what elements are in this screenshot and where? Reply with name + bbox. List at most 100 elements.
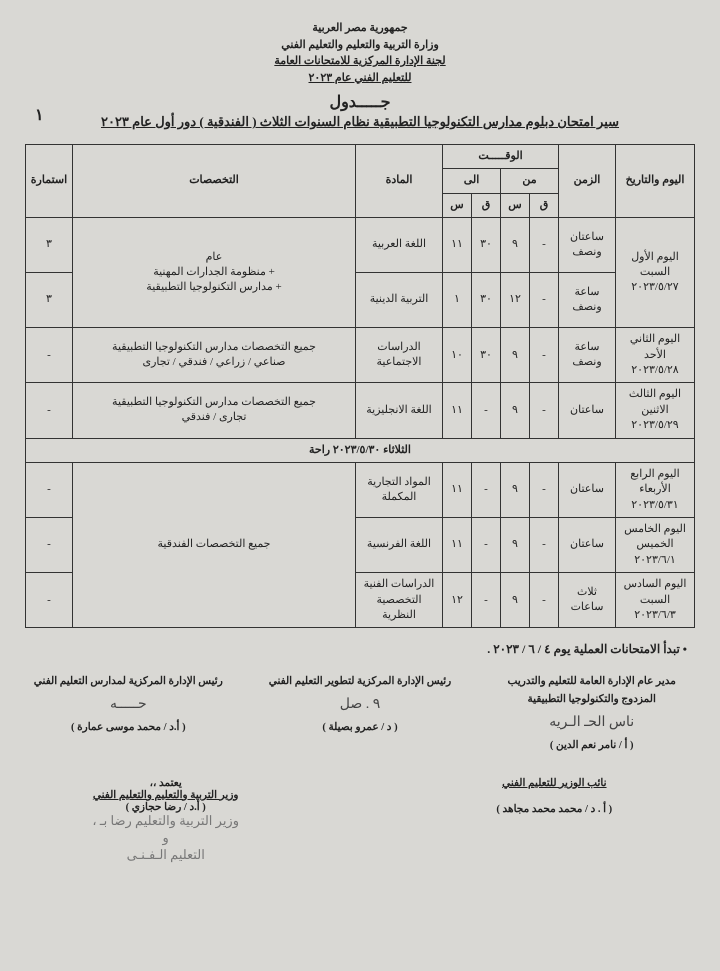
col-to-h: س <box>443 193 472 217</box>
cell-day: اليوم الثالثالاثنين٢٠٢٣/٥/٢٩ <box>616 383 695 438</box>
rest-cell: الثلاثاء ٢٠٢٣/٥/٣٠ راحة <box>26 438 695 462</box>
cell-tm: - <box>472 518 501 573</box>
cell-day: اليوم الثانيالأحد٢٠٢٣/٥/٢٨ <box>616 328 695 383</box>
sig-name: ( د / عمرو بصيلة ) <box>261 719 460 737</box>
signature-block-2: رئيس الإدارة المركزية لتطوير التعليم الف… <box>261 673 460 754</box>
col-time: الوقـــــت <box>443 145 559 169</box>
cell-fm: - <box>530 218 559 273</box>
col-to-m: ق <box>472 193 501 217</box>
practical-note: • تبدأ الامتحانات العملية يوم ٤ / ٦ / ٢٠… <box>33 642 687 657</box>
cell-form: - <box>26 328 73 383</box>
cell-spec: جميع التخصصات مدارس التكنولوجيا التطبيقي… <box>73 328 356 383</box>
cell-th: ١١ <box>443 383 472 438</box>
cell-tm: ٣٠ <box>472 328 501 383</box>
col-from-m: ق <box>530 193 559 217</box>
cell-th: ١٢ <box>443 573 472 628</box>
table-row: اليوم الثانيالأحد٢٠٢٣/٥/٢٨ ساعة ونصف - ٩… <box>26 328 695 383</box>
minister-stamp: وزير التربية والتعليم رضا بـ ،والتعليم ا… <box>25 813 306 864</box>
table-row: اليوم الثالثالاثنين٢٠٢٣/٥/٢٩ ساعتان - ٩ … <box>26 383 695 438</box>
rest-row: الثلاثاء ٢٠٢٣/٥/٣٠ راحة <box>26 438 695 462</box>
header-line-1: جمهورية مصر العربية <box>25 20 695 37</box>
cell-dur: ساعتان <box>559 462 616 517</box>
cell-subj: التربية الدينية <box>356 273 443 328</box>
cell-th: ١٠ <box>443 328 472 383</box>
sig-scribble: حـــــه <box>29 691 228 719</box>
sig-scribble: ٩ . صل <box>261 691 460 719</box>
cell-fm: - <box>530 328 559 383</box>
deputy-title: نائب الوزير للتعليم الفني <box>414 777 695 789</box>
cell-th: ١١ <box>443 518 472 573</box>
cell-day: اليوم الرابعالأربعاء٢٠٢٣/٥/٣١ <box>616 462 695 517</box>
col-to: الى <box>443 169 501 193</box>
cell-day: اليوم السادسالسبت٢٠٢٣/٦/٣ <box>616 573 695 628</box>
cell-subj: اللغة الفرنسية <box>356 518 443 573</box>
cell-fm: - <box>530 462 559 517</box>
header-line-4: للتعليم الفني عام ٢٠٢٣ <box>25 70 695 87</box>
lower-signatures: نائب الوزير للتعليم الفني ( أ . د / محمد… <box>25 777 695 864</box>
cell-fh: ١٢ <box>501 273 530 328</box>
minister-name: ( أ.د / رضا حجازي ) <box>25 801 306 813</box>
col-subject: المادة <box>356 145 443 218</box>
cell-dur: ساعة ونصف <box>559 273 616 328</box>
cell-tm: - <box>472 383 501 438</box>
cell-dur: ساعة ونصف <box>559 328 616 383</box>
cell-dur: ثلاث ساعات <box>559 573 616 628</box>
cell-subj: اللغة الانجليزية <box>356 383 443 438</box>
cell-fm: - <box>530 518 559 573</box>
sig-title: رئيس الإدارة المركزية لمدارس التعليم الف… <box>29 673 228 691</box>
signature-block-3: رئيس الإدارة المركزية لمدارس التعليم الف… <box>29 673 228 754</box>
cell-subj: المواد التجارية المكملة <box>356 462 443 517</box>
col-from-h: س <box>501 193 530 217</box>
cell-dur: ساعتان <box>559 518 616 573</box>
minister-block: يعتمد ،، وزير التربية والتعليم والتعليم … <box>25 777 306 864</box>
cell-tm: ٣٠ <box>472 273 501 328</box>
signatures-row: مدير عام الإدارة العامة للتعليم والتدريب… <box>29 673 691 754</box>
cell-th: ١١ <box>443 462 472 517</box>
cell-fm: - <box>530 573 559 628</box>
col-form: استمارة <box>26 145 73 218</box>
schedule-table: اليوم والتاريخ الزمن الوقـــــت المادة ا… <box>25 144 695 628</box>
cell-fh: ٩ <box>501 462 530 517</box>
document-header: جمهورية مصر العربية وزارة التربية والتعل… <box>25 20 695 86</box>
sig-scribble: ناس الحـ الـريه <box>492 709 691 737</box>
cell-fh: ٩ <box>501 383 530 438</box>
cell-day: اليوم الخامسالخميس٢٠٢٣/٦/١ <box>616 518 695 573</box>
cell-tm: - <box>472 462 501 517</box>
cell-form: - <box>26 518 73 573</box>
sig-title: مدير عام الإدارة العامة للتعليم والتدريب… <box>492 673 691 709</box>
cell-fh: ٩ <box>501 518 530 573</box>
cell-tm: - <box>472 573 501 628</box>
cell-fh: ٩ <box>501 573 530 628</box>
table-row: اليوم الأولالسبت٢٠٢٣/٥/٢٧ ساعتان ونصف - … <box>26 218 695 273</box>
cell-form: ٣ <box>26 273 73 328</box>
signature-block-1: مدير عام الإدارة العامة للتعليم والتدريب… <box>492 673 691 754</box>
cell-th: ١ <box>443 273 472 328</box>
cell-spec: جميع التخصصات الفندقية <box>73 462 356 628</box>
cell-form: - <box>26 573 73 628</box>
title-word: جـــــدول <box>25 92 695 112</box>
subtitle: سير امتحان دبلوم مدارس التكنولوجيا التطب… <box>25 114 695 130</box>
cell-form: - <box>26 462 73 517</box>
col-duration: الزمن <box>559 145 616 218</box>
cell-subj: الدراسات الاجتماعية <box>356 328 443 383</box>
deputy-name: ( أ . د / محمد محمد مجاهد ) <box>414 803 695 815</box>
cell-form: - <box>26 383 73 438</box>
approve-label: يعتمد ،، <box>25 777 306 789</box>
col-spec: التخصصات <box>73 145 356 218</box>
col-day: اليوم والتاريخ <box>616 145 695 218</box>
table-row: اليوم الرابعالأربعاء٢٠٢٣/٥/٣١ ساعتان - ٩… <box>26 462 695 517</box>
cell-day: اليوم الأولالسبت٢٠٢٣/٥/٢٧ <box>616 218 695 328</box>
cell-form: ٣ <box>26 218 73 273</box>
sig-name: ( أ / نامر نعم الدين ) <box>492 737 691 755</box>
cell-spec: جميع التخصصات مدارس التكنولوجيا التطبيقي… <box>73 383 356 438</box>
page-number: ١ <box>35 105 44 125</box>
col-from: من <box>501 169 559 193</box>
cell-fm: - <box>530 273 559 328</box>
cell-fm: - <box>530 383 559 438</box>
cell-subj: الدراسات الفنية التخصصية النظرية <box>356 573 443 628</box>
cell-dur: ساعتان <box>559 383 616 438</box>
header-line-3: لجنة الإدارة المركزية للامتحانات العامة <box>25 53 695 70</box>
header-line-2: وزارة التربية والتعليم والتعليم الفني <box>25 37 695 54</box>
minister-title: وزير التربية والتعليم والتعليم الفني <box>25 789 306 801</box>
cell-th: ١١ <box>443 218 472 273</box>
